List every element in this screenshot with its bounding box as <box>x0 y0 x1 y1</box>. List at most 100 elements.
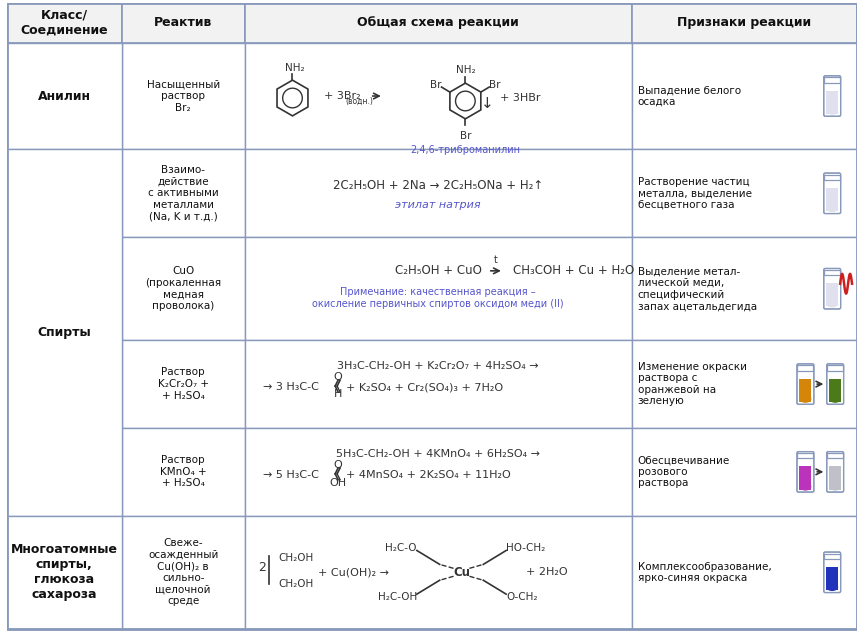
FancyBboxPatch shape <box>824 269 841 309</box>
Ellipse shape <box>826 583 838 591</box>
Bar <box>7 149 122 516</box>
Text: + 2H₂O: + 2H₂O <box>526 567 567 578</box>
Bar <box>7 149 122 237</box>
Ellipse shape <box>800 395 812 403</box>
Ellipse shape <box>830 395 841 403</box>
Bar <box>7 340 122 428</box>
Bar <box>122 3 245 42</box>
FancyBboxPatch shape <box>797 364 814 404</box>
Text: Растворение частиц
металла, выделение
бесцветного газа: Растворение частиц металла, выделение бе… <box>638 177 752 210</box>
Text: → 3 H₃C-C: → 3 H₃C-C <box>263 382 319 392</box>
FancyBboxPatch shape <box>824 76 841 116</box>
Bar <box>122 42 245 149</box>
FancyBboxPatch shape <box>824 552 841 592</box>
Bar <box>800 379 812 402</box>
Bar <box>7 42 122 149</box>
Text: Взаимо-
действие
с активными
металлами
(Na, K и т.д.): Взаимо- действие с активными металлами (… <box>148 165 219 222</box>
Text: → 5 H₃C-C: → 5 H₃C-C <box>263 470 319 480</box>
Bar <box>245 237 632 340</box>
Bar <box>7 516 122 629</box>
Text: Br: Br <box>459 131 471 141</box>
Bar <box>632 428 857 516</box>
Text: 2,4,6-триброманилин: 2,4,6-триброманилин <box>411 145 520 154</box>
Bar <box>245 516 632 629</box>
FancyBboxPatch shape <box>827 452 843 492</box>
Bar <box>824 78 840 83</box>
Ellipse shape <box>826 204 838 212</box>
Text: CuO
(прокаленная
медная
проволока): CuO (прокаленная медная проволока) <box>145 266 221 311</box>
Text: Комплексообразование,
ярко-синяя окраска: Комплексообразование, ярко-синяя окраска <box>638 562 771 583</box>
Bar <box>632 340 857 428</box>
Text: O: O <box>333 460 343 470</box>
Text: OH: OH <box>330 478 347 488</box>
Bar <box>122 237 245 340</box>
Bar <box>830 379 841 402</box>
Bar <box>7 42 122 149</box>
Bar <box>245 42 632 149</box>
Bar <box>824 270 840 275</box>
Bar <box>827 453 843 458</box>
Ellipse shape <box>826 299 838 308</box>
Bar <box>7 516 122 629</box>
Bar <box>830 467 841 490</box>
Text: Признаки реакции: Признаки реакции <box>677 16 812 29</box>
Text: + 4MnSO₄ + 2K₂SO₄ + 11H₂O: + 4MnSO₄ + 2K₂SO₄ + 11H₂O <box>346 470 511 480</box>
Bar <box>826 567 838 590</box>
Bar <box>632 237 857 340</box>
Bar <box>7 428 122 516</box>
Bar <box>245 428 632 516</box>
Text: Свеже-
осажденный
Cu(OH)₂ в
сильно-
щелочной
среде: Свеже- осажденный Cu(OH)₂ в сильно- щело… <box>148 538 219 606</box>
Bar <box>7 3 122 42</box>
Text: O-CH₂: O-CH₂ <box>506 592 537 602</box>
Text: Обесцвечивание
розового
раствора: Обесцвечивание розового раствора <box>638 455 730 488</box>
Ellipse shape <box>800 483 812 490</box>
Text: этилат натрия: этилат натрия <box>395 200 481 210</box>
Bar <box>798 453 813 458</box>
Ellipse shape <box>826 107 838 115</box>
Text: Раствор
KMnO₄ +
+ H₂SO₄: Раствор KMnO₄ + + H₂SO₄ <box>160 455 207 488</box>
Bar <box>632 3 857 42</box>
Text: ↓: ↓ <box>481 96 494 112</box>
Text: 2C₂H₅OH + 2Na → 2C₂H₅ONa + H₂↑: 2C₂H₅OH + 2Na → 2C₂H₅ONa + H₂↑ <box>333 179 543 192</box>
Text: CH₂OH: CH₂OH <box>279 553 314 563</box>
Bar <box>824 554 840 559</box>
Text: (водн.): (водн.) <box>345 97 373 106</box>
Text: H₂C-O: H₂C-O <box>386 542 417 553</box>
Bar <box>245 149 632 237</box>
Text: Насыщенный
раствор
Br₂: Насыщенный раствор Br₂ <box>147 79 220 113</box>
Text: Изменение окраски
раствора с
оранжевой на
зеленую: Изменение окраски раствора с оранжевой н… <box>638 362 746 406</box>
Bar <box>7 237 122 340</box>
Text: Спирты: Спирты <box>38 326 91 339</box>
Text: CH₂OH: CH₂OH <box>279 579 314 589</box>
FancyBboxPatch shape <box>797 452 814 492</box>
Bar <box>800 467 812 490</box>
Bar <box>122 149 245 237</box>
Text: Анилин: Анилин <box>38 90 91 103</box>
Bar <box>122 340 245 428</box>
Bar <box>826 188 838 211</box>
Text: Выпадение белого
осадка: Выпадение белого осадка <box>638 85 740 107</box>
Text: NH₂: NH₂ <box>285 63 304 73</box>
Text: Общая схема реакции: Общая схема реакции <box>357 16 519 29</box>
Text: CH₃COH + Cu + H₂O: CH₃COH + Cu + H₂O <box>512 264 634 278</box>
Bar <box>826 90 838 114</box>
Text: HO-CH₂: HO-CH₂ <box>506 542 545 553</box>
Ellipse shape <box>830 483 841 490</box>
Text: C₂H₅OH + CuO: C₂H₅OH + CuO <box>395 264 482 278</box>
Text: Cu: Cu <box>453 566 470 579</box>
Text: + 3HBr: + 3HBr <box>500 93 541 103</box>
Bar <box>827 365 843 370</box>
FancyBboxPatch shape <box>827 364 843 404</box>
Bar <box>826 283 838 306</box>
Text: окисление первичных спиртов оксидом меди (II): окисление первичных спиртов оксидом меди… <box>313 299 564 308</box>
Bar <box>245 340 632 428</box>
Text: Выделение метал-
лической меди,
специфический
запах ацетальдегида: Выделение метал- лической меди, специфич… <box>638 266 757 311</box>
FancyBboxPatch shape <box>824 173 841 213</box>
Text: Примечание: качественная реакция –: Примечание: качественная реакция – <box>340 287 536 297</box>
Bar <box>245 3 632 42</box>
Text: Раствор
K₂Cr₂O₇ +
+ H₂SO₄: Раствор K₂Cr₂O₇ + + H₂SO₄ <box>158 367 209 401</box>
Text: O: O <box>333 372 343 382</box>
Text: Реактив: Реактив <box>154 16 213 29</box>
Bar <box>122 516 245 629</box>
Bar <box>798 365 813 370</box>
